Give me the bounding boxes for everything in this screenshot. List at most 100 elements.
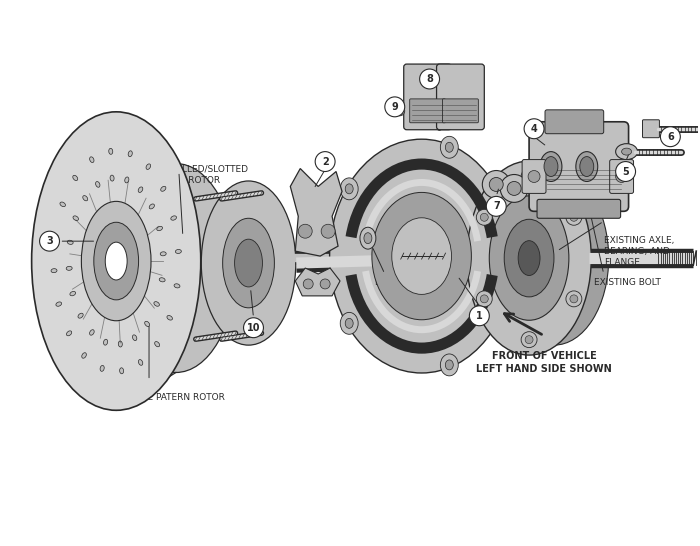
- Ellipse shape: [56, 302, 62, 306]
- Ellipse shape: [508, 251, 515, 261]
- FancyBboxPatch shape: [643, 120, 659, 138]
- Circle shape: [395, 106, 405, 116]
- Ellipse shape: [445, 143, 454, 152]
- Ellipse shape: [171, 216, 176, 220]
- Ellipse shape: [132, 335, 137, 341]
- Ellipse shape: [440, 136, 458, 158]
- Text: 3: 3: [46, 236, 53, 246]
- Ellipse shape: [360, 227, 376, 249]
- Ellipse shape: [467, 161, 592, 355]
- Ellipse shape: [499, 171, 609, 345]
- Ellipse shape: [67, 240, 74, 245]
- Ellipse shape: [155, 342, 160, 347]
- Ellipse shape: [139, 360, 143, 365]
- Circle shape: [500, 175, 528, 203]
- Text: HP PLAIN FACE PATERN ROTOR: HP PLAIN FACE PATERN ROTOR: [87, 393, 225, 402]
- Ellipse shape: [440, 354, 458, 376]
- Text: 10: 10: [246, 323, 260, 333]
- Ellipse shape: [110, 175, 114, 181]
- Ellipse shape: [125, 177, 129, 183]
- Ellipse shape: [392, 218, 452, 294]
- Circle shape: [315, 152, 335, 171]
- Ellipse shape: [202, 181, 296, 345]
- Ellipse shape: [60, 202, 66, 206]
- Ellipse shape: [128, 151, 132, 157]
- Ellipse shape: [83, 195, 88, 201]
- Ellipse shape: [52, 234, 58, 239]
- Text: EXISTING AXLE,
BEARING, AND
FLANGE: EXISTING AXLE, BEARING, AND FLANGE: [603, 236, 674, 268]
- Ellipse shape: [160, 252, 166, 256]
- Text: 7: 7: [493, 201, 500, 211]
- Text: EXISTING BOLT: EXISTING BOLT: [594, 278, 661, 287]
- Text: EXISTING NUT: EXISTING NUT: [375, 278, 438, 287]
- Polygon shape: [295, 268, 340, 296]
- Ellipse shape: [340, 178, 358, 200]
- Circle shape: [524, 119, 544, 139]
- Ellipse shape: [70, 292, 76, 296]
- Ellipse shape: [105, 242, 127, 280]
- Ellipse shape: [96, 182, 100, 187]
- Text: SRP DRILLED/SLOTTED
PATTERN ROTOR: SRP DRILLED/SLOTTED PATTERN ROTOR: [146, 164, 248, 185]
- Ellipse shape: [576, 152, 598, 181]
- Circle shape: [320, 279, 330, 289]
- Ellipse shape: [78, 313, 83, 318]
- Ellipse shape: [174, 284, 180, 288]
- Circle shape: [321, 224, 335, 238]
- Ellipse shape: [167, 316, 172, 320]
- Circle shape: [566, 291, 582, 307]
- Ellipse shape: [540, 152, 562, 181]
- Ellipse shape: [622, 148, 631, 155]
- Circle shape: [244, 318, 263, 337]
- Ellipse shape: [146, 164, 150, 169]
- Circle shape: [525, 173, 533, 181]
- Circle shape: [521, 332, 537, 348]
- Ellipse shape: [149, 204, 155, 209]
- Circle shape: [470, 306, 489, 326]
- Ellipse shape: [544, 157, 558, 176]
- Ellipse shape: [90, 157, 94, 163]
- FancyBboxPatch shape: [545, 110, 603, 134]
- Circle shape: [419, 69, 440, 89]
- Circle shape: [482, 170, 510, 198]
- Circle shape: [566, 209, 582, 225]
- Ellipse shape: [32, 112, 201, 410]
- Circle shape: [570, 213, 578, 221]
- FancyBboxPatch shape: [437, 64, 484, 130]
- Ellipse shape: [615, 144, 638, 159]
- Circle shape: [508, 181, 521, 195]
- Ellipse shape: [234, 239, 262, 287]
- Ellipse shape: [100, 365, 104, 371]
- Ellipse shape: [489, 196, 569, 321]
- Ellipse shape: [176, 250, 181, 253]
- Ellipse shape: [116, 164, 236, 372]
- Text: 9: 9: [391, 102, 398, 112]
- Ellipse shape: [118, 341, 122, 347]
- Ellipse shape: [138, 187, 143, 192]
- Ellipse shape: [66, 331, 71, 336]
- Circle shape: [385, 97, 405, 117]
- Circle shape: [528, 170, 540, 182]
- Circle shape: [521, 169, 537, 185]
- Ellipse shape: [82, 353, 86, 358]
- Circle shape: [525, 336, 533, 343]
- Ellipse shape: [145, 321, 150, 327]
- Circle shape: [40, 231, 60, 251]
- Circle shape: [486, 197, 506, 216]
- Ellipse shape: [104, 339, 108, 345]
- Ellipse shape: [81, 201, 151, 321]
- Ellipse shape: [66, 266, 72, 270]
- Ellipse shape: [345, 318, 354, 328]
- Circle shape: [615, 162, 636, 181]
- Ellipse shape: [345, 184, 354, 194]
- Text: 4: 4: [531, 124, 538, 134]
- Ellipse shape: [159, 278, 165, 282]
- Polygon shape: [290, 169, 342, 256]
- Circle shape: [480, 213, 489, 221]
- Text: 8: 8: [426, 74, 433, 84]
- Circle shape: [476, 209, 492, 225]
- Ellipse shape: [223, 218, 274, 308]
- Ellipse shape: [154, 301, 160, 306]
- Ellipse shape: [73, 175, 78, 181]
- Text: 6: 6: [667, 132, 673, 142]
- Ellipse shape: [94, 222, 139, 300]
